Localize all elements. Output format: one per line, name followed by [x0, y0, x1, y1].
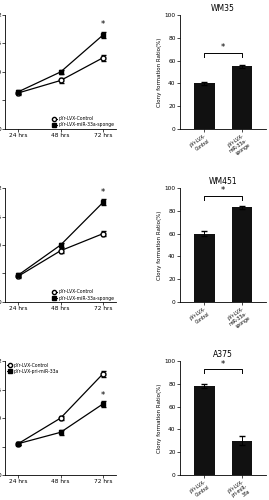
- Legend: pYr-LVX-Control, pYr-LVX-miR-33a-sponge: pYr-LVX-Control, pYr-LVX-miR-33a-sponge: [51, 289, 115, 301]
- Bar: [232, 441, 252, 475]
- Text: *: *: [101, 20, 105, 29]
- Y-axis label: Clony formation Ratio(%): Clony formation Ratio(%): [157, 210, 162, 280]
- Y-axis label: Clony formation Ratio(%): Clony formation Ratio(%): [157, 37, 162, 106]
- Legend: pYr-LVX-Control, pYr-LVX-miR-33a-sponge: pYr-LVX-Control, pYr-LVX-miR-33a-sponge: [51, 116, 115, 128]
- Bar: [194, 84, 215, 129]
- Bar: [194, 234, 215, 302]
- Title: A375: A375: [213, 350, 233, 359]
- Y-axis label: Clony formation Ratio(%): Clony formation Ratio(%): [157, 384, 162, 453]
- Title: WM451: WM451: [209, 177, 238, 186]
- Text: *: *: [221, 43, 225, 52]
- Legend: pYr-LVX-Control, pYr-LVX-pri-miR-33a: pYr-LVX-Control, pYr-LVX-pri-miR-33a: [6, 362, 59, 374]
- Title: WM35: WM35: [211, 4, 235, 13]
- Text: *: *: [101, 188, 105, 196]
- Bar: [232, 66, 252, 129]
- Bar: [194, 386, 215, 475]
- Text: *: *: [101, 391, 105, 400]
- Text: *: *: [221, 360, 225, 368]
- Text: *: *: [221, 186, 225, 196]
- Bar: [232, 208, 252, 302]
